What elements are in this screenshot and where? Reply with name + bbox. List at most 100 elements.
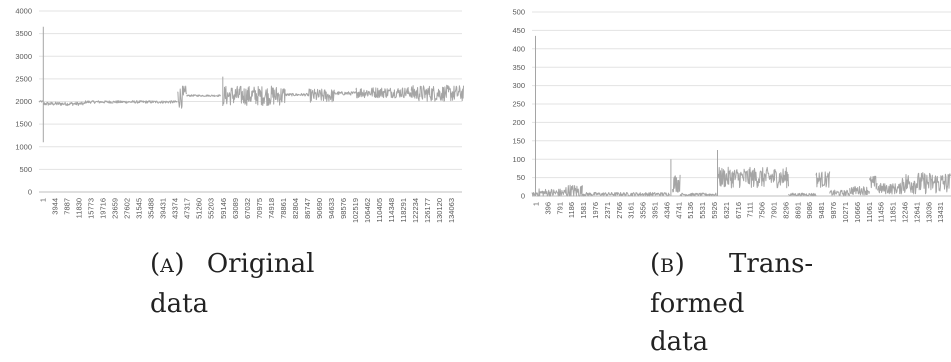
x-tick-label: 7901	[770, 202, 779, 219]
x-tick-label: 90690	[315, 198, 324, 219]
x-tick-label: 35488	[147, 198, 156, 219]
x-tick-label: 86747	[303, 198, 312, 219]
caption-a-tag: (A)	[150, 249, 185, 279]
caption-a-line1: Original	[206, 249, 315, 279]
x-tick-label: 8296	[781, 202, 790, 219]
caption-b-line3: data	[650, 327, 709, 357]
x-tick-label: 3161	[627, 202, 636, 219]
x-tick-label: 11830	[75, 198, 84, 218]
y-tick-label: 100	[512, 155, 525, 164]
caption-b-word: Trans-	[729, 249, 814, 279]
x-tick-label: 106462	[363, 198, 372, 223]
caption-b-tag: (B)	[650, 249, 685, 279]
x-tick-label: 43374	[171, 198, 180, 219]
x-tick-label: 31545	[135, 198, 144, 219]
x-tick-label: 9086	[805, 202, 814, 219]
x-tick-label: 134063	[447, 198, 456, 223]
y-tick-label: 250	[512, 100, 525, 109]
x-tick-label: 102519	[351, 198, 360, 223]
caption-b-line2: formed	[650, 289, 745, 319]
x-tick-label: 5926	[710, 202, 719, 219]
y-tick-label: 2500	[15, 74, 32, 83]
x-tick-label: 13036	[924, 202, 933, 223]
x-tick-label: 126177	[423, 198, 432, 223]
x-tick-label: 9876	[829, 202, 838, 219]
y-tick-label: 450	[512, 26, 525, 35]
x-tick-label: 63089	[231, 198, 240, 219]
x-tick-label: 3951	[651, 202, 660, 219]
y-tick-label: 2000	[15, 97, 32, 106]
y-tick-label: 500	[512, 8, 525, 17]
y-tick-label: 1000	[15, 142, 32, 151]
x-tick-label: 1	[39, 198, 48, 202]
y-tick-label: 350	[512, 63, 525, 72]
x-tick-label: 11456	[877, 202, 886, 222]
x-tick-label: 4346	[662, 202, 671, 219]
x-tick-label: 78861	[279, 198, 288, 219]
x-tick-label: 23659	[111, 198, 120, 219]
x-tick-label: 8691	[793, 202, 802, 219]
x-tick-label: 4741	[674, 202, 683, 219]
x-tick-label: 15773	[87, 198, 96, 219]
y-tick-label: 0	[521, 192, 525, 201]
x-tick-label: 27602	[123, 198, 132, 219]
x-tick-label: 396	[543, 202, 552, 215]
x-tick-label: 74918	[267, 198, 276, 219]
x-tick-label: 47317	[183, 198, 192, 219]
x-tick-label: 791	[555, 202, 564, 215]
x-tick-label: 1186	[567, 202, 576, 218]
y-tick-label: 400	[512, 44, 525, 53]
y-tick-label: 500	[19, 165, 32, 174]
x-tick-label: 6716	[734, 202, 743, 219]
x-tick-label: 39431	[159, 198, 168, 219]
x-tick-label: 19716	[99, 198, 108, 219]
x-tick-label: 82804	[291, 198, 300, 219]
x-tick-label: 2766	[615, 202, 624, 219]
y-tick-label: 150	[512, 136, 525, 145]
x-tick-label: 6321	[722, 202, 731, 219]
x-tick-label: 118291	[399, 198, 408, 222]
x-tick-label: 70975	[255, 198, 264, 219]
y-tick-label: 200	[512, 118, 525, 127]
x-tick-label: 122234	[411, 198, 420, 223]
x-tick-label: 51260	[195, 198, 204, 219]
caption-a-line2: data	[150, 289, 209, 319]
x-tick-label: 12246	[900, 202, 909, 223]
x-tick-label: 67032	[243, 198, 252, 219]
x-tick-label: 59146	[219, 198, 228, 219]
series-line	[38, 26, 464, 143]
x-tick-label: 13431	[936, 202, 945, 223]
x-tick-label: 1	[532, 202, 541, 206]
x-tick-label: 9481	[817, 202, 826, 219]
x-tick-label: 11061	[865, 202, 874, 222]
y-tick-label: 300	[512, 81, 525, 90]
x-tick-label: 94633	[327, 198, 336, 219]
x-tick-label: 7887	[63, 198, 72, 215]
x-tick-label: 55203	[207, 198, 216, 219]
y-tick-label: 0	[28, 188, 32, 197]
x-tick-label: 2371	[603, 202, 612, 219]
y-tick-label: 3500	[15, 29, 32, 38]
y-tick-label: 50	[517, 173, 525, 182]
x-tick-label: 12641	[912, 202, 921, 223]
x-tick-label: 114348	[387, 198, 396, 222]
x-tick-label: 1976	[591, 202, 600, 219]
x-tick-label: 3944	[51, 198, 60, 215]
x-tick-label: 10271	[841, 202, 850, 223]
x-tick-label: 7506	[758, 202, 767, 219]
x-tick-label: 11851	[889, 202, 898, 222]
x-tick-label: 110405	[375, 198, 384, 222]
series-line	[531, 35, 951, 197]
y-tick-label: 1500	[15, 120, 32, 129]
x-tick-label: 5136	[686, 202, 695, 219]
x-tick-label: 1581	[579, 202, 588, 219]
x-tick-label: 5531	[698, 202, 707, 219]
x-tick-label: 98576	[339, 198, 348, 219]
x-tick-label: 130120	[435, 198, 444, 223]
x-tick-label: 3556	[639, 202, 648, 219]
caption-b: (B) Trans-	[650, 244, 813, 286]
y-tick-label: 4000	[15, 7, 32, 16]
y-tick-label: 3000	[15, 52, 32, 61]
